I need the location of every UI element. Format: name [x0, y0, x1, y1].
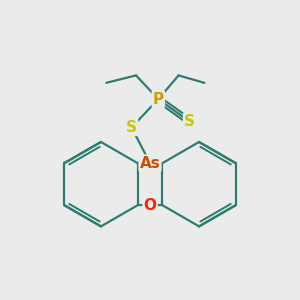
Text: As: As	[140, 156, 160, 171]
Text: P: P	[153, 92, 164, 107]
Text: S: S	[184, 114, 195, 129]
Text: O: O	[143, 198, 157, 213]
Text: S: S	[126, 120, 137, 135]
